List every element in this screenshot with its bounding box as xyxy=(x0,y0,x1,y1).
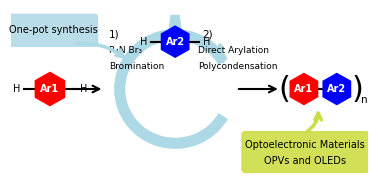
FancyBboxPatch shape xyxy=(242,132,369,172)
Text: (: ( xyxy=(278,75,290,103)
Text: n: n xyxy=(361,95,367,105)
Text: Optoelectronic Materials: Optoelectronic Materials xyxy=(245,140,365,150)
Text: H: H xyxy=(80,84,87,94)
FancyBboxPatch shape xyxy=(9,14,98,46)
Text: 2): 2) xyxy=(202,30,212,40)
Text: H: H xyxy=(203,37,210,47)
Text: 1): 1) xyxy=(109,30,119,40)
Text: Ar1: Ar1 xyxy=(40,84,59,94)
Polygon shape xyxy=(162,27,188,56)
Polygon shape xyxy=(36,73,64,105)
Polygon shape xyxy=(168,15,182,36)
Polygon shape xyxy=(291,74,317,104)
Text: One-pot synthesis: One-pot synthesis xyxy=(9,25,98,35)
Text: Polycondensation: Polycondensation xyxy=(198,62,278,71)
Text: Bromination: Bromination xyxy=(109,62,164,71)
Text: Ar2: Ar2 xyxy=(327,84,346,94)
Text: ): ) xyxy=(352,75,364,103)
Text: H: H xyxy=(13,84,20,94)
Polygon shape xyxy=(324,74,350,104)
Text: OPVs and OLEDs: OPVs and OLEDs xyxy=(264,156,346,166)
Text: R₄N Br₃: R₄N Br₃ xyxy=(109,46,142,55)
Text: H: H xyxy=(140,37,147,47)
Text: Ar2: Ar2 xyxy=(166,37,185,47)
Text: Ar1: Ar1 xyxy=(294,84,313,94)
Text: Direct Arylation: Direct Arylation xyxy=(198,46,270,55)
